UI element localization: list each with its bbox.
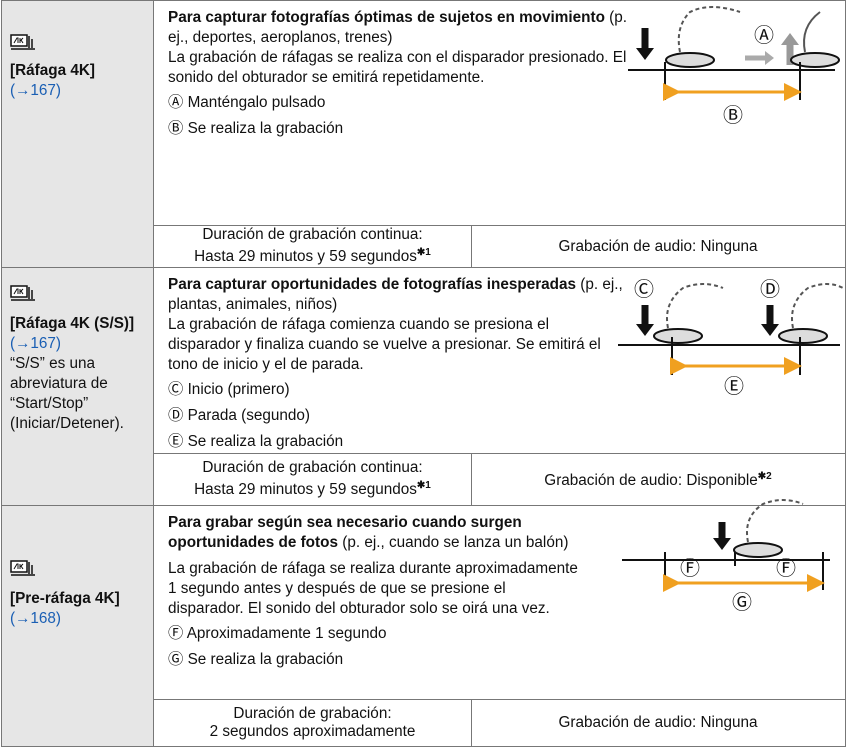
legend-text: Inicio (primero) [187, 381, 290, 398]
text: (p. ej., cuando se lanza un balón) [337, 534, 569, 551]
footnote: ✱1 [416, 480, 431, 492]
legend: Ⓒ Inicio (primero) Ⓓ Parada (segundo) Ⓔ Se… [168, 377, 623, 455]
audio-cell: Grabación de audio: Ninguna [471, 225, 846, 268]
audio-cell: Grabación de audio: Disponible✱2 [471, 453, 846, 506]
audio-text: Grabación de audio: Disponible [544, 472, 758, 490]
legend-mark: Ⓕ [168, 625, 184, 642]
text: La grabación de ráfagas se realiza con e… [168, 49, 627, 86]
footnote: ✱2 [757, 471, 772, 483]
mode-name: [Ráfaga 4K (S/S)] [10, 315, 135, 332]
description: Para grabar según sea necesario cuando s… [168, 513, 578, 673]
duration-cell: Duración de grabación continua: Hasta 29 … [153, 453, 472, 506]
legend-mark: Ⓖ [168, 651, 184, 668]
audio-cell: Grabación de audio: Ninguna [471, 699, 846, 747]
legend: Ⓐ Manténgalo pulsado Ⓑ Se realiza la grab… [168, 90, 628, 142]
duration-text: Hasta 29 minutos y 59 segundos [194, 481, 417, 499]
mode-icon [10, 34, 35, 50]
page-ref: (→168) [10, 610, 62, 627]
duration-label: Duración de grabación continua: [202, 459, 423, 477]
duration-cell: Duración de grabación continua: Hasta 29 … [153, 225, 472, 268]
bold-text: Para capturar oportunidades de fotografí… [168, 276, 577, 293]
legend-item: Ⓓ Parada (segundo) [168, 403, 623, 429]
page-ref: (→167) [10, 335, 62, 352]
mode-cell: [Pre-ráfaga 4K] (→168) [1, 505, 154, 747]
duration-text: 2 segundos aproximadamente [209, 723, 416, 740]
paragraph: La grabación de ráfaga comienza cuando s… [168, 315, 623, 375]
legend-mark: Ⓒ [168, 381, 184, 398]
legend-mark: Ⓑ [168, 120, 184, 137]
legend-item: Ⓐ Manténgalo pulsado [168, 90, 628, 116]
paragraph: Para capturar fotografías óptimas de suj… [168, 8, 628, 48]
mode-text: [Ráfaga 4K (S/S)] (→167) “S/S” es una abre… [10, 314, 150, 434]
duration-cell: Duración de grabación: 2 segundos aproxim… [153, 699, 472, 747]
legend-item: Ⓔ Se realiza la grabación [168, 429, 623, 455]
mode-name: [Ráfaga 4K] [10, 62, 95, 79]
duration-value: Hasta 29 minutos y 59 segundos✱1 [194, 477, 431, 499]
mode-icon [10, 285, 35, 301]
duration-label: Duración de grabación: [233, 705, 392, 722]
legend-text: Se realiza la grabación [187, 433, 344, 450]
description-cell: Para capturar fotografías óptimas de suj… [153, 0, 846, 226]
audio-text: Grabación de audio: Ninguna [558, 237, 758, 255]
legend-mark: Ⓓ [168, 407, 184, 424]
bold-text: Para capturar fotografías óptimas de suj… [168, 9, 605, 26]
text: (p. ej., plantas, animales, niños) [168, 276, 623, 313]
duration: Duración de grabación continua: Hasta 29 … [194, 459, 431, 499]
paragraph: Para capturar oportunidades de fotografí… [168, 275, 623, 315]
legend-text: Se realiza la grabación [187, 120, 344, 137]
duration-value: Hasta 29 minutos y 59 segundos✱1 [194, 244, 431, 266]
page-ref: (→167) [10, 82, 62, 99]
legend-mark: Ⓔ [168, 433, 184, 450]
paragraph: La grabación de ráfagas se realiza con e… [168, 48, 628, 88]
mode-note: “S/S” es una abreviatura de “Start/Stop”… [10, 355, 124, 432]
description-cell: Para grabar según sea necesario cuando s… [153, 505, 846, 700]
description: Para capturar oportunidades de fotografí… [168, 275, 623, 455]
legend-item: Ⓖ Se realiza la grabación [168, 647, 578, 673]
legend-text: Aproximadamente 1 segundo [186, 625, 387, 642]
description: Para capturar fotografías óptimas de suj… [168, 8, 628, 142]
mode-cell: [Ráfaga 4K] (→167) [1, 0, 154, 268]
footnote: ✱1 [416, 247, 431, 259]
duration-value: 2 segundos aproximadamente [210, 723, 416, 741]
legend-mark: Ⓐ [168, 94, 184, 111]
audio: Grabación de audio: Disponible✱2 [544, 468, 771, 490]
duration: Duración de grabación continua: Hasta 29 … [194, 226, 431, 266]
legend-text: Se realiza la grabación [187, 651, 344, 668]
legend-item: Ⓑ Se realiza la grabación [168, 116, 628, 142]
text: La grabación de ráfaga se realiza durant… [168, 560, 578, 617]
duration-text: Hasta 29 minutos y 59 segundos [194, 248, 417, 266]
legend-text: Manténgalo pulsado [187, 94, 326, 111]
mode-icon [10, 560, 35, 576]
legend-item: Ⓒ Inicio (primero) [168, 377, 623, 403]
bold-text: Para grabar según sea necesario cuando s… [168, 514, 522, 551]
paragraph: Para grabar según sea necesario cuando s… [168, 513, 578, 553]
paragraph: La grabación de ráfaga se realiza durant… [168, 559, 578, 619]
mode-text: [Ráfaga 4K] (→167) [10, 61, 150, 101]
audio-text: Grabación de audio: Ninguna [558, 714, 758, 731]
legend-text: Parada (segundo) [187, 407, 311, 424]
mode-name: [Pre-ráfaga 4K] [10, 590, 120, 607]
description-cell: Para capturar oportunidades de fotografí… [153, 267, 846, 454]
mode-cell: [Ráfaga 4K (S/S)] (→167) “S/S” es una abre… [1, 267, 154, 506]
text: (p. ej., deportes, aeroplanos, trenes) [168, 9, 628, 46]
legend: Ⓕ Aproximadamente 1 segundo Ⓖ Se realiza … [168, 621, 578, 673]
duration-label: Duración de grabación continua: [202, 226, 423, 244]
text: La grabación de ráfaga comienza cuando s… [168, 316, 601, 373]
legend-item: Ⓕ Aproximadamente 1 segundo [168, 621, 578, 647]
mode-text: [Pre-ráfaga 4K] (→168) [10, 589, 150, 629]
audio: Grabación de audio: Ninguna [558, 238, 757, 256]
duration: Duración de grabación: 2 segundos aproxim… [210, 705, 416, 741]
audio: Grabación de audio: Ninguna [558, 714, 757, 732]
